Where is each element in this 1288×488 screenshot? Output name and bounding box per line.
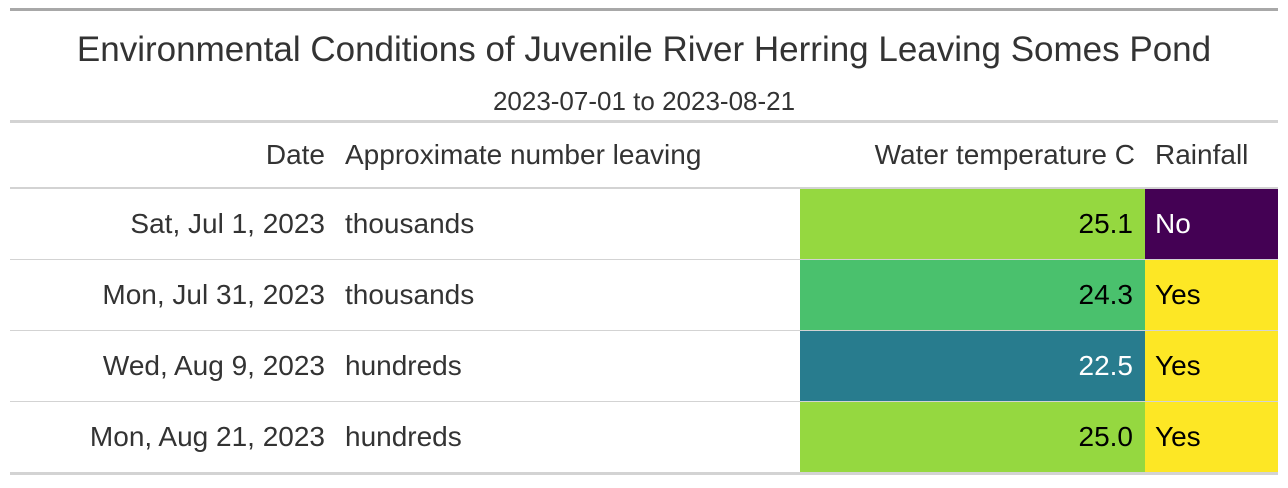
number-cell: hundreds (335, 330, 800, 402)
temperature-cell: 24.3 (800, 259, 1145, 331)
number-cell: thousands (335, 259, 800, 331)
date-cell: Wed, Aug 9, 2023 (10, 330, 335, 402)
column-header-temperature: Water temperature C (800, 123, 1145, 189)
header-row: Date Approximate number leaving Water te… (10, 123, 1278, 189)
rainfall-cell: Yes (1145, 330, 1278, 402)
table-title: Environmental Conditions of Juvenile Riv… (76, 30, 1212, 69)
temperature-cell: 25.0 (800, 401, 1145, 472)
date-cell: Sat, Jul 1, 2023 (10, 188, 335, 260)
table-row: Mon, Aug 21, 2023 hundreds 25.0 Yes (10, 401, 1278, 472)
table-row: Sat, Jul 1, 2023 thousands 25.1 No (10, 188, 1278, 260)
number-cell: thousands (335, 188, 800, 260)
table-row: Wed, Aug 9, 2023 hundreds 22.5 Yes (10, 330, 1278, 402)
data-table: Date Approximate number leaving Water te… (10, 123, 1278, 472)
table-heading: Environmental Conditions of Juvenile Riv… (10, 11, 1278, 123)
rainfall-cell: Yes (1145, 401, 1278, 472)
temperature-cell: 25.1 (800, 188, 1145, 260)
temperature-cell: 22.5 (800, 330, 1145, 402)
rainfall-cell: Yes (1145, 259, 1278, 331)
rainfall-cell: No (1145, 188, 1278, 260)
number-cell: hundreds (345, 421, 462, 452)
column-header-number: Approximate number leaving (335, 123, 800, 189)
gt-table: Environmental Conditions of Juvenile Riv… (10, 8, 1278, 475)
table-row: Mon, Jul 31, 2023 thousands 24.3 Yes (10, 259, 1278, 331)
date-cell: Mon, Aug 21, 2023 (89, 421, 325, 452)
column-header-rainfall: Rainfall (1145, 123, 1278, 189)
date-cell: Mon, Jul 31, 2023 (10, 259, 335, 331)
column-header-date: Date (10, 123, 335, 189)
table-subtitle: 2023-07-01 to 2023-08-21 (492, 86, 796, 116)
